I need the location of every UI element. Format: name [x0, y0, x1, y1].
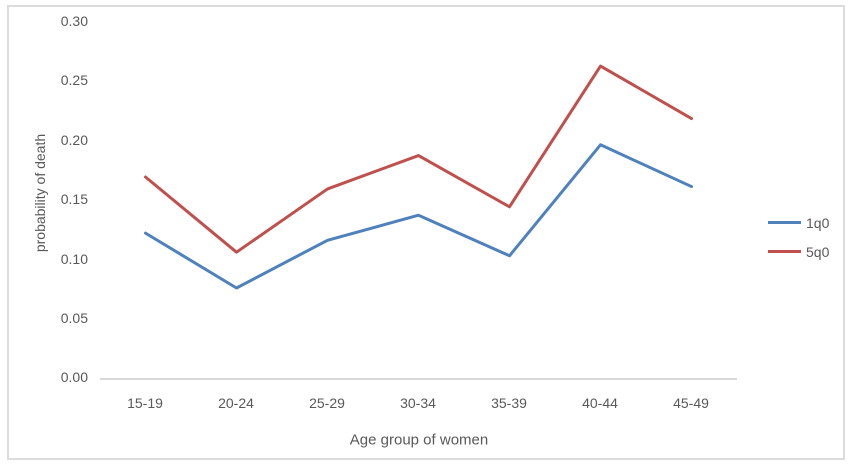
x-tick-label: 20-24: [218, 395, 254, 411]
x-tick-label: 30-34: [400, 395, 436, 411]
x-tick-label: 15-19: [127, 395, 163, 411]
x-tick-label: 25-29: [309, 395, 345, 411]
x-axis-line: [100, 378, 737, 380]
series-line-5q0: [144, 64, 693, 254]
y-tick-label: 0.15: [60, 191, 88, 207]
y-tick-label: 0.20: [60, 132, 88, 148]
plot-area: [144, 64, 693, 290]
legend-line-sample-1q0: [768, 221, 801, 224]
legend-label: 1q0: [806, 214, 830, 231]
y-tick-label: 0.10: [60, 251, 88, 267]
y-tick-label: 0.25: [60, 72, 88, 88]
legend: 1q0 5q0: [768, 208, 829, 266]
x-tick-label: 35-39: [491, 395, 527, 411]
x-tick-label: 45-49: [673, 395, 709, 411]
y-tick-label: 0.05: [60, 310, 88, 326]
y-tick-label: 0.00: [60, 369, 88, 385]
legend-label: 5q0: [806, 243, 830, 260]
series-line-1q0: [144, 143, 693, 290]
legend-item-5q0: 5q0: [768, 237, 829, 266]
x-tick-label: 40-44: [582, 395, 618, 411]
legend-item-1q0: 1q0: [768, 208, 829, 237]
x-axis-title: Age group of women: [349, 431, 489, 449]
y-tick-label: 0.30: [60, 13, 88, 29]
legend-line-sample-5q0: [768, 250, 801, 253]
